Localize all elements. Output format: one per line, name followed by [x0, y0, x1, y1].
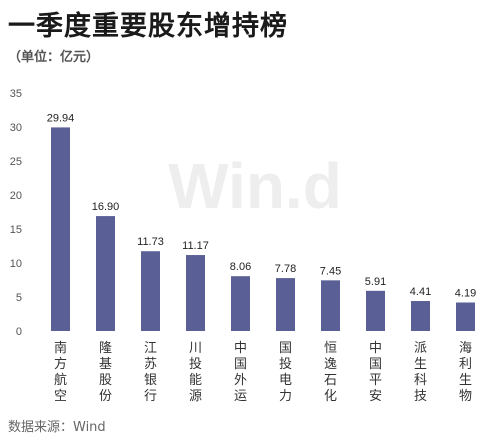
bar: [366, 290, 385, 331]
bar: [411, 301, 430, 331]
x-category-label: 海利生物: [459, 341, 472, 404]
bar: [276, 278, 295, 331]
bar: [231, 276, 250, 331]
bar-value-label: 29.94: [47, 112, 75, 124]
y-tick-label: 0: [16, 326, 22, 338]
y-tick-label: 30: [10, 122, 22, 134]
y-tick-label: 25: [10, 156, 22, 168]
x-category-label: 中国外运: [234, 341, 247, 404]
bar: [321, 280, 340, 331]
bar-value-label: 11.73: [137, 236, 164, 248]
bar-value-label: 16.90: [92, 201, 120, 213]
bar-value-label: 5.91: [365, 276, 386, 288]
y-tick-label: 20: [10, 190, 22, 202]
bar: [51, 127, 70, 332]
bar: [186, 255, 205, 331]
x-category-label: 南方航空: [54, 340, 67, 404]
bar-value-label: 7.45: [320, 265, 341, 277]
y-tick-label: 35: [10, 88, 22, 100]
x-category-label: 国投电力: [279, 341, 292, 404]
data-source-note: 数据来源：Wind: [8, 420, 106, 435]
x-category-label: 川投能源: [189, 341, 202, 404]
y-tick-label: 10: [10, 258, 22, 270]
x-category-label: 中国平安: [369, 341, 382, 404]
chart-subtitle: （单位：亿元）: [8, 50, 100, 65]
bar-value-label: 4.19: [455, 288, 476, 300]
bar-value-label: 7.78: [275, 263, 296, 275]
y-tick-label: 5: [16, 292, 22, 304]
x-category-label: 隆基股份: [99, 341, 112, 404]
chart-title: 一季度重要股东增持榜: [8, 11, 288, 42]
x-category-label: 派生科技: [414, 341, 427, 404]
watermark-logo: Win.d: [168, 150, 342, 222]
x-category-label: 江苏银行: [144, 341, 157, 404]
bar-value-label: 11.17: [182, 240, 209, 252]
bar: [96, 216, 115, 331]
y-tick-label: 15: [10, 224, 22, 236]
bar: [456, 302, 475, 331]
bar-value-label: 8.06: [230, 261, 251, 273]
bar: [141, 251, 160, 331]
bar-value-label: 4.41: [410, 286, 431, 298]
x-category-label: 恒逸石化: [324, 341, 337, 404]
